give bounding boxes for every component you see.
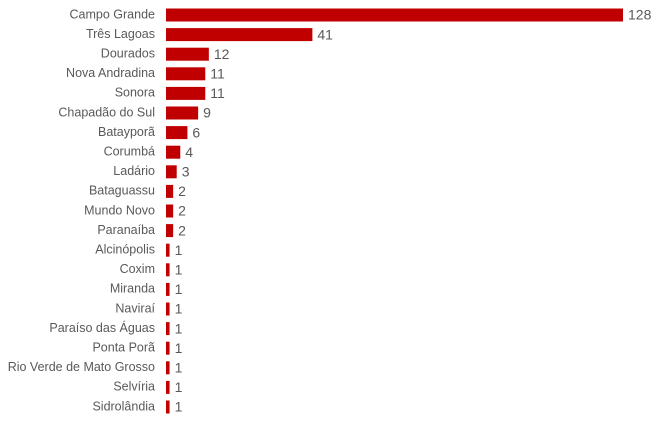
y-tick-label: Paranaíba <box>97 223 155 237</box>
y-tick-label: Sonora <box>115 86 155 100</box>
y-tick-label: Sidrolândia <box>92 399 155 413</box>
y-tick-label: Bataguassu <box>89 184 155 198</box>
bar <box>166 341 170 355</box>
value-label: 12 <box>214 46 230 62</box>
value-label: 1 <box>175 301 183 317</box>
y-tick-label: Ladário <box>113 164 155 178</box>
bar <box>166 106 199 120</box>
bar <box>166 126 188 140</box>
bar <box>166 47 209 61</box>
bar <box>166 165 177 179</box>
y-tick-label: Ponta Porã <box>92 340 155 354</box>
value-label: 128 <box>628 7 652 23</box>
y-tick-label: Miranda <box>110 282 155 296</box>
bar <box>166 282 170 296</box>
bar <box>166 380 170 394</box>
y-tick-label: Três Lagoas <box>86 27 155 41</box>
value-label: 1 <box>175 399 183 415</box>
value-label: 2 <box>178 222 186 238</box>
y-tick-label: Chapadão do Sul <box>58 105 155 119</box>
value-label: 41 <box>317 26 333 42</box>
value-label: 1 <box>175 340 183 356</box>
y-tick-label: Corumbá <box>104 144 155 158</box>
value-label: 11 <box>210 66 225 82</box>
y-tick-label: Paraíso das Águas <box>49 320 155 335</box>
y-tick-label: Campo Grande <box>70 7 156 21</box>
bar <box>166 400 170 414</box>
bar <box>166 263 170 277</box>
value-label: 1 <box>175 360 183 376</box>
bar <box>166 86 206 100</box>
bar <box>166 361 170 375</box>
bar <box>166 8 623 22</box>
bar <box>166 243 170 257</box>
value-label: 1 <box>175 320 183 336</box>
y-tick-label: Nova Andradina <box>66 66 155 80</box>
y-tick-label: Naviraí <box>115 301 155 315</box>
value-label: 3 <box>182 164 190 180</box>
bar <box>166 28 313 42</box>
value-label: 1 <box>175 281 183 297</box>
bar <box>166 184 174 198</box>
y-tick-label: Alcinópolis <box>95 242 155 256</box>
value-label: 9 <box>203 105 211 121</box>
bar <box>166 224 174 238</box>
value-label: 2 <box>178 183 186 199</box>
bar <box>166 302 170 316</box>
y-tick-label: Batayporã <box>98 125 155 139</box>
bar <box>166 322 170 336</box>
value-label: 4 <box>185 144 193 160</box>
bar <box>166 204 174 218</box>
bar <box>166 145 181 159</box>
value-label: 1 <box>175 242 183 258</box>
value-label: 2 <box>178 203 186 219</box>
value-label: 1 <box>175 379 183 395</box>
y-tick-label: Rio Verde de Mato Grosso <box>8 360 155 374</box>
y-tick-label: Mundo Novo <box>84 203 155 217</box>
y-tick-label: Coxim <box>120 262 155 276</box>
y-tick-label: Dourados <box>101 46 155 60</box>
value-label: 1 <box>175 262 183 278</box>
value-label: 6 <box>192 124 200 140</box>
value-label: 11 <box>210 85 225 101</box>
y-tick-label: Selvíria <box>113 380 155 394</box>
bar <box>166 67 206 81</box>
